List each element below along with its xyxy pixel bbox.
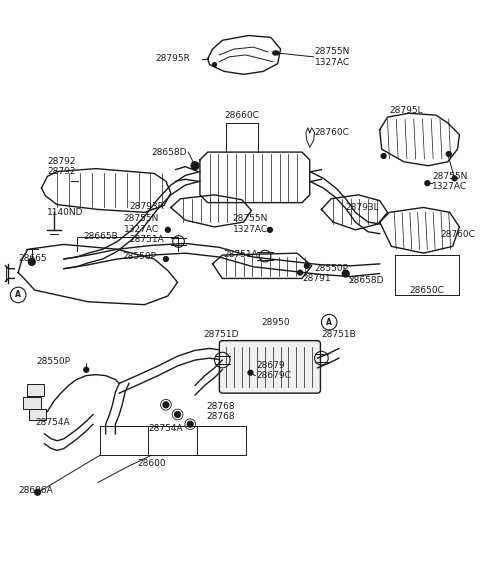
Circle shape (267, 227, 272, 232)
Circle shape (163, 402, 169, 408)
Circle shape (381, 154, 386, 158)
Circle shape (191, 162, 199, 170)
Circle shape (298, 270, 302, 275)
Text: 28696A: 28696A (18, 486, 53, 495)
Circle shape (164, 257, 168, 261)
Text: 28755N
1327AC: 28755N 1327AC (432, 171, 468, 191)
Text: A: A (326, 318, 332, 327)
Text: 28751A: 28751A (224, 249, 258, 259)
Text: 28754A: 28754A (148, 424, 183, 433)
Text: 28793L: 28793L (346, 203, 379, 212)
Text: 28793R: 28793R (129, 202, 164, 211)
Text: 28768
28768: 28768 28768 (207, 402, 235, 421)
Text: 28665: 28665 (18, 254, 47, 262)
Text: 28650C: 28650C (409, 286, 444, 295)
Text: 28755N
1327AC: 28755N 1327AC (124, 214, 159, 234)
Text: 28679
28679C: 28679 28679C (256, 361, 291, 380)
Circle shape (166, 227, 170, 232)
Text: A: A (15, 291, 21, 299)
Text: 28550P: 28550P (36, 356, 71, 366)
Circle shape (273, 51, 276, 55)
Text: 28751B: 28751B (322, 330, 356, 339)
Text: 28795L: 28795L (389, 106, 423, 115)
Text: 28792
28792: 28792 28792 (48, 157, 76, 176)
Text: 28760C: 28760C (314, 128, 349, 137)
FancyBboxPatch shape (219, 340, 321, 393)
Circle shape (304, 264, 309, 268)
Circle shape (187, 421, 193, 427)
Circle shape (342, 270, 349, 277)
Text: 28755N
1327AC: 28755N 1327AC (314, 47, 350, 66)
Text: 28658D: 28658D (348, 276, 384, 285)
Text: 1140ND: 1140ND (48, 208, 84, 217)
Text: 28751D: 28751D (204, 330, 239, 339)
Text: 28755N
1327AC: 28755N 1327AC (233, 214, 268, 234)
Circle shape (452, 176, 457, 181)
Circle shape (275, 51, 279, 55)
Text: 28550P: 28550P (122, 252, 156, 261)
Circle shape (35, 490, 40, 495)
Circle shape (446, 151, 451, 157)
Circle shape (425, 181, 430, 185)
FancyBboxPatch shape (29, 409, 47, 420)
Circle shape (28, 258, 35, 265)
Text: 28760C: 28760C (440, 230, 475, 239)
FancyBboxPatch shape (27, 384, 45, 396)
Text: 28660C: 28660C (224, 111, 259, 120)
Text: 28550P: 28550P (314, 264, 348, 273)
Text: 28754A: 28754A (36, 418, 70, 427)
Text: 28665B: 28665B (84, 232, 118, 241)
FancyBboxPatch shape (23, 397, 40, 409)
Text: 28795R: 28795R (156, 54, 190, 63)
Circle shape (213, 63, 216, 66)
Text: 28751A: 28751A (129, 235, 164, 244)
Text: 28950: 28950 (261, 318, 290, 327)
Circle shape (84, 367, 89, 372)
Text: 28600: 28600 (137, 458, 166, 468)
Circle shape (175, 411, 180, 417)
Circle shape (248, 370, 253, 375)
Text: 28791: 28791 (302, 274, 331, 283)
Text: 28658D: 28658D (152, 147, 187, 157)
